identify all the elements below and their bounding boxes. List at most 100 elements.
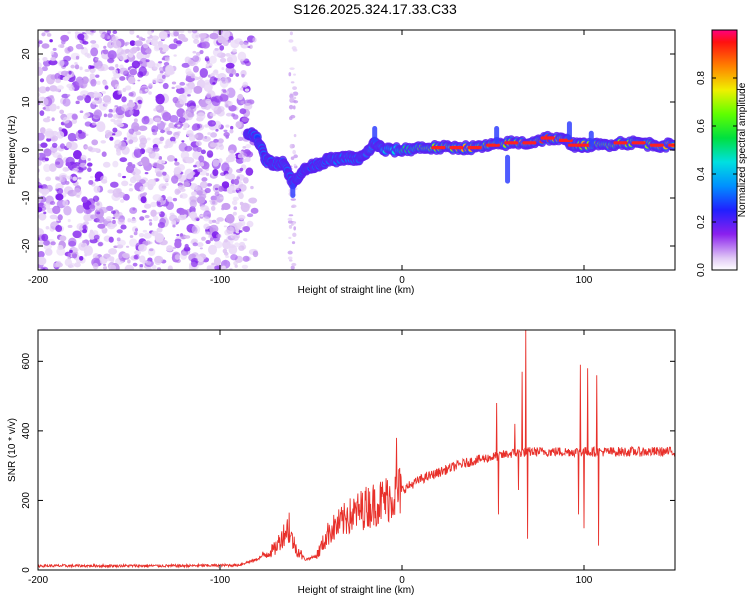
noise-speckle <box>184 168 194 180</box>
snr-panel: -200 -100 0 100 0 200 400 600 Height of straigh… <box>7 329 676 596</box>
noise-speckle <box>232 190 236 193</box>
ytick-label: -20 <box>21 238 32 253</box>
noise-speckle <box>89 229 94 234</box>
noise-speckle <box>45 176 52 182</box>
noise-speckle <box>39 127 46 134</box>
noise-speckle <box>195 141 202 147</box>
spectrogram-noise-layer <box>38 30 299 270</box>
noise-speckle <box>84 68 90 72</box>
noise-speckle <box>57 175 66 183</box>
noise-speckle <box>57 214 63 221</box>
noise-speckle <box>97 241 104 247</box>
noise-speckle <box>160 44 170 53</box>
noise-speckle <box>140 196 147 204</box>
noise-speckle <box>236 187 240 191</box>
noise-speckle <box>220 93 224 97</box>
noise-speckle <box>41 43 50 49</box>
noise-speckle <box>225 62 235 69</box>
noise-speckle <box>289 97 295 102</box>
noise-speckle <box>87 157 91 162</box>
noise-speckle <box>117 239 126 247</box>
noise-speckle <box>212 200 216 205</box>
noise-speckle <box>214 265 220 270</box>
noise-speckle <box>111 77 116 81</box>
noise-speckle <box>89 175 94 179</box>
noise-speckle <box>199 247 203 250</box>
noise-speckle <box>38 212 47 221</box>
noise-speckle <box>237 136 244 142</box>
noise-speckle <box>218 158 223 164</box>
noise-speckle <box>203 216 210 222</box>
noise-speckle <box>40 266 49 270</box>
noise-speckle <box>135 131 142 136</box>
noise-speckle <box>117 218 125 225</box>
noise-speckle <box>214 187 219 191</box>
noise-speckle <box>225 255 230 259</box>
noise-speckle <box>173 31 179 37</box>
noise-speckle <box>187 112 195 118</box>
noise-speckle <box>117 118 123 123</box>
noise-speckle <box>45 86 50 92</box>
noise-speckle <box>156 227 163 233</box>
noise-speckle <box>293 134 297 138</box>
noise-speckle <box>146 137 151 141</box>
signal-peak <box>486 143 500 147</box>
signal-peak <box>577 143 591 147</box>
noise-speckle <box>108 248 118 255</box>
noise-speckle <box>142 229 148 233</box>
noise-speckle <box>221 162 230 173</box>
noise-speckle <box>166 245 174 252</box>
noise-speckle <box>156 267 161 270</box>
noise-speckle <box>55 79 62 84</box>
noise-speckle <box>193 164 197 168</box>
noise-speckle <box>154 233 165 243</box>
noise-speckle <box>291 204 297 208</box>
noise-speckle <box>152 131 158 136</box>
noise-speckle <box>59 235 67 242</box>
noise-speckle <box>90 79 97 87</box>
noise-speckle <box>238 245 245 251</box>
noise-speckle <box>165 65 174 74</box>
noise-speckle <box>85 133 89 136</box>
noise-speckle <box>140 156 150 167</box>
noise-speckle <box>184 85 189 91</box>
noise-speckle <box>96 211 101 215</box>
noise-speckle <box>144 214 150 219</box>
noise-speckle <box>80 90 89 97</box>
noise-speckle <box>88 179 94 185</box>
noise-speckle <box>68 71 72 75</box>
noise-speckle <box>49 214 58 220</box>
signal-peak <box>540 136 555 140</box>
noise-speckle <box>63 205 72 216</box>
noise-speckle <box>87 146 93 152</box>
noise-speckle <box>138 125 148 131</box>
noise-speckle <box>246 213 254 218</box>
noise-speckle <box>200 149 206 155</box>
noise-speckle <box>192 55 200 63</box>
signal-excursion <box>494 126 500 145</box>
noise-speckle <box>134 40 143 47</box>
noise-speckle <box>191 191 198 197</box>
noise-speckle <box>210 195 218 201</box>
noise-speckle <box>178 184 184 190</box>
noise-speckle <box>124 42 128 47</box>
noise-speckle <box>145 47 152 55</box>
noise-speckle <box>87 167 92 173</box>
noise-speckle <box>183 214 187 217</box>
noise-speckle <box>70 262 75 268</box>
noise-speckle <box>233 178 240 185</box>
snr-xlabel: Height of straight line (km) <box>298 585 415 596</box>
noise-speckle <box>79 162 87 168</box>
noise-speckle <box>209 112 216 117</box>
noise-speckle <box>225 124 230 128</box>
xtick-label: -200 <box>28 275 48 286</box>
noise-speckle <box>240 202 250 213</box>
noise-speckle <box>181 140 185 143</box>
noise-speckle <box>38 241 45 246</box>
noise-speckle <box>38 180 39 182</box>
snr-series-line <box>38 330 675 569</box>
noise-speckle <box>229 73 234 78</box>
noise-speckle <box>187 94 191 97</box>
